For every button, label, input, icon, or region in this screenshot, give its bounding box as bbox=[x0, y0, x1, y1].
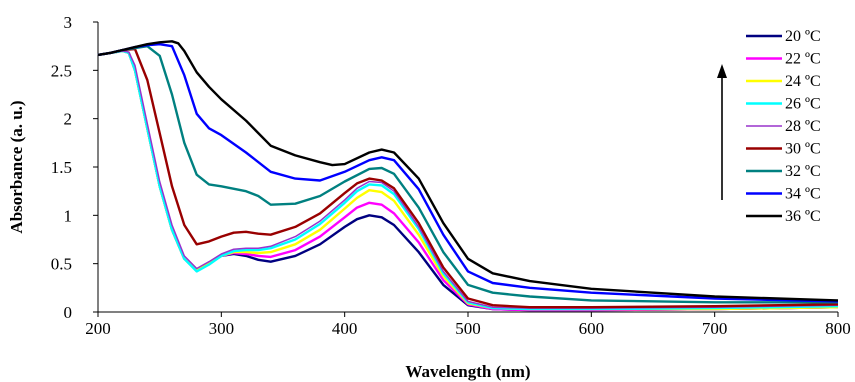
x-axis-label: Wavelength (nm) bbox=[405, 362, 530, 381]
series-line-36c bbox=[97, 40, 839, 302]
x-tick-label: 500 bbox=[455, 319, 481, 338]
y-tick-label: 0 bbox=[64, 303, 73, 322]
x-tick-label: 600 bbox=[579, 319, 605, 338]
y-tick-label: 2 bbox=[64, 110, 73, 129]
series-line-34c bbox=[97, 43, 839, 303]
legend-label-20c: 20 ºC bbox=[785, 28, 821, 45]
axes bbox=[93, 21, 839, 317]
legend-label-32c: 32 ºC bbox=[785, 163, 821, 180]
y-tick-label: 2.5 bbox=[51, 61, 72, 80]
x-tick-label: 700 bbox=[702, 319, 728, 338]
legend-label-30c: 30 ºC bbox=[785, 141, 821, 158]
tick-labels: 0 0.5 1 1.5 2 2.5 3 200 300 400 500 600 700 800 bbox=[51, 13, 851, 338]
temperature-arrow bbox=[717, 64, 727, 200]
y-axis-label: Absorbance (a. u.) bbox=[7, 100, 26, 233]
series-line-30c bbox=[97, 47, 839, 309]
legend-label-34c: 34 ºC bbox=[785, 186, 821, 203]
x-tick-label: 400 bbox=[332, 319, 358, 338]
legend: 20 ºC 22 ºC 24 ºC 26 ºC 28 ºC 30 ºC 32 ºC 34 ºC… bbox=[746, 28, 821, 225]
y-tick-label: 1.5 bbox=[51, 158, 72, 177]
x-tick-label: 800 bbox=[825, 319, 851, 338]
legend-label-26c: 26 ºC bbox=[785, 96, 821, 113]
legend-label-22c: 22 ºC bbox=[785, 51, 821, 68]
y-tick-label: 0.5 bbox=[51, 255, 72, 274]
series-line-26c bbox=[97, 49, 839, 311]
series-line-28c bbox=[97, 50, 839, 309]
legend-label-24c: 24 ºC bbox=[785, 73, 821, 90]
arrow-head bbox=[717, 64, 727, 78]
x-tick-label: 200 bbox=[85, 319, 111, 338]
y-tick-label: 3 bbox=[64, 13, 73, 32]
legend-label-36c: 36 ºC bbox=[785, 208, 821, 225]
y-tick-label: 1 bbox=[64, 206, 73, 225]
series-line-32c bbox=[97, 45, 838, 304]
legend-label-28c: 28 ºC bbox=[785, 118, 821, 135]
x-tick-label: 300 bbox=[209, 319, 235, 338]
series-lines bbox=[97, 40, 839, 312]
